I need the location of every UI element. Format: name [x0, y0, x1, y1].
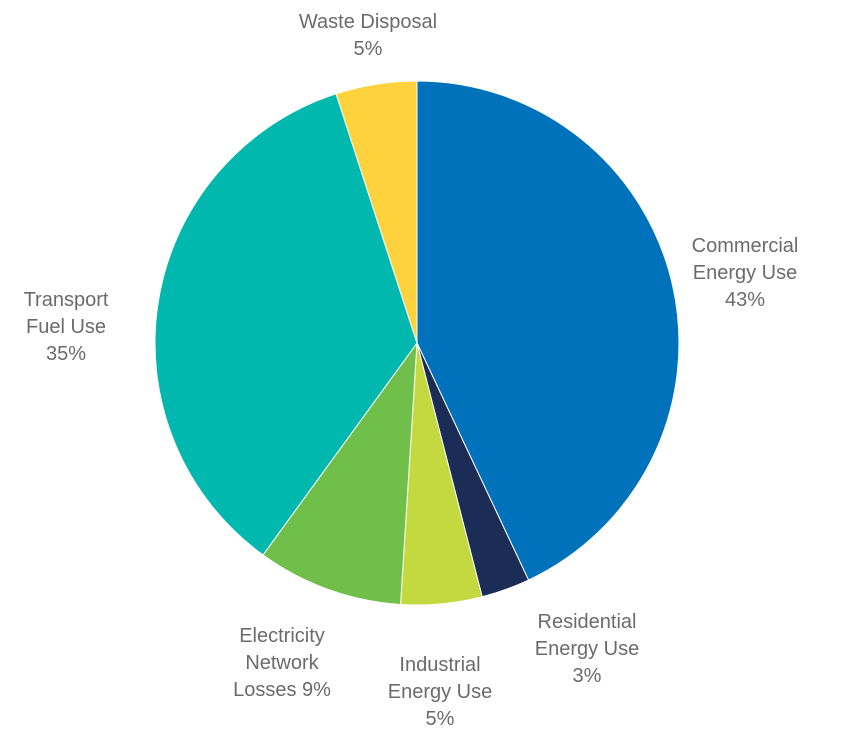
pie-slice-5 [335, 80, 418, 344]
pie-slice-label-line: Energy Use [535, 638, 640, 660]
pie-slice-4 [154, 93, 418, 556]
pie-slice-label-line: Electricity [239, 625, 325, 647]
pie-slice-3 [262, 341, 418, 606]
pie-slice-label-0: Commercial Energy Use 43% [692, 235, 799, 311]
pie-labels: Commercial Energy Use 43% Residential Energy… [24, 11, 799, 730]
pie-slice-label-2: Industrial Energy Use 5% [388, 654, 493, 730]
pie-slice-label-line: Energy Use [388, 681, 493, 703]
pie-slice-label-line: 35% [46, 343, 86, 365]
pie-slice-label-3: Electricity Network Losses 9% [233, 625, 331, 701]
pie-slice-label-line: Industrial [399, 654, 480, 676]
pie-slice-label-4: Transport Fuel Use 35% [24, 289, 109, 365]
pie-slice-label-line: Energy Use [693, 262, 798, 284]
pie-slice-label-line: Losses 9% [233, 679, 331, 701]
pie-slice-label-line: 3% [573, 665, 602, 687]
pie-slice-label-line: Waste Disposal [299, 11, 437, 33]
pie-slice-label-line: 5% [426, 708, 455, 730]
pie-slice-0 [416, 80, 680, 581]
pie-slice-label-5: Waste Disposal 5% [299, 11, 437, 60]
pie-slice-label-line: Transport [24, 289, 109, 311]
pie-slice-label-line: Commercial [692, 235, 799, 257]
pie-slices [154, 80, 680, 606]
pie-slice-label-line: 5% [354, 38, 383, 60]
pie-slice-label-line: Network [245, 652, 319, 674]
pie-slice-label-1: Residential Energy Use 3% [535, 611, 640, 687]
pie-slice-label-line: 43% [725, 289, 765, 311]
pie-slice-label-line: Residential [538, 611, 637, 633]
pie-slice-label-line: Fuel Use [26, 316, 106, 338]
